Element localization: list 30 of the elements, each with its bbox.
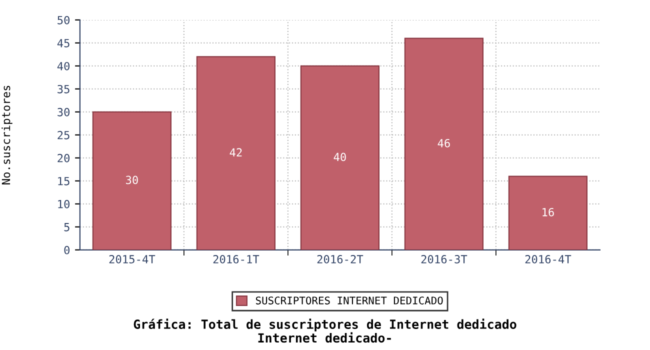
bar — [508, 176, 588, 250]
bar — [404, 38, 484, 250]
data-label: 42 — [230, 148, 242, 156]
y-tick-label: 35 — [58, 84, 70, 94]
y-tick-label: 5 — [64, 223, 70, 232]
data-label: 46 — [438, 138, 450, 148]
text: Gráfica: Total de suscriptores de Internet dedicado — [134, 318, 516, 332]
y-tick-label: 30 — [58, 108, 70, 116]
y-axis-title: No.suscriptores — [2, 86, 12, 184]
bar — [92, 111, 172, 250]
y-tick-label: 50 — [58, 16, 70, 24]
x-tick-label: 2016-2T — [317, 255, 364, 264]
data-label: 30 — [126, 176, 138, 184]
y-tick-label: 0 — [64, 246, 70, 254]
y-tick-label: 45 — [57, 39, 70, 48]
x-tick-label: 2016-3T — [421, 255, 468, 264]
data-label: 16 — [542, 208, 554, 216]
y-tick-label: 25 — [58, 130, 70, 140]
data-label: 40 — [334, 152, 346, 162]
bar — [196, 56, 276, 250]
y-tick-label: 15 — [58, 177, 70, 186]
y-tick-label: 40 — [57, 62, 70, 70]
y-tick-label: 10 — [58, 200, 70, 208]
x-tick-label: 2016-1T — [213, 255, 260, 264]
legend-label: SUSCRIPTORES INTERNET DEDICADO — [256, 296, 443, 304]
text: Internet dedicado- — [258, 332, 391, 343]
x-tick-label: 2015-4T — [109, 255, 156, 264]
bar — [300, 65, 380, 250]
x-tick-label: 2016-4T — [525, 255, 572, 264]
y-tick-label: 20 — [58, 154, 70, 162]
